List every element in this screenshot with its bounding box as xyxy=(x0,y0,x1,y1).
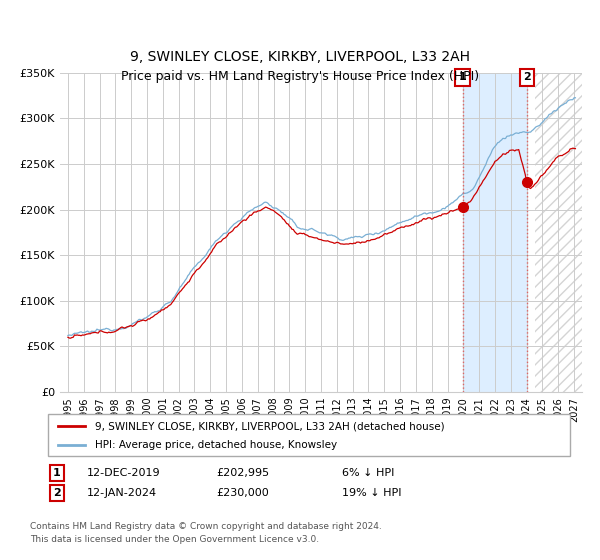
Text: 9, SWINLEY CLOSE, KIRKBY, LIVERPOOL, L33 2AH: 9, SWINLEY CLOSE, KIRKBY, LIVERPOOL, L33… xyxy=(130,50,470,64)
Text: £230,000: £230,000 xyxy=(216,488,269,498)
Text: Contains HM Land Registry data © Crown copyright and database right 2024.: Contains HM Land Registry data © Crown c… xyxy=(30,522,382,531)
Text: 1: 1 xyxy=(458,72,466,82)
Text: 19% ↓ HPI: 19% ↓ HPI xyxy=(342,488,401,498)
Text: 9, SWINLEY CLOSE, KIRKBY, LIVERPOOL, L33 2AH (detached house): 9, SWINLEY CLOSE, KIRKBY, LIVERPOOL, L33… xyxy=(95,421,445,431)
Bar xyxy=(535,73,582,392)
Text: £202,995: £202,995 xyxy=(216,468,269,478)
Text: Price paid vs. HM Land Registry's House Price Index (HPI): Price paid vs. HM Land Registry's House … xyxy=(121,70,479,83)
Text: HPI: Average price, detached house, Knowsley: HPI: Average price, detached house, Know… xyxy=(95,440,337,450)
Text: 2: 2 xyxy=(53,488,61,498)
FancyBboxPatch shape xyxy=(48,414,570,456)
Bar xyxy=(535,73,582,392)
Text: 2: 2 xyxy=(523,72,531,82)
Text: 12-JAN-2024: 12-JAN-2024 xyxy=(87,488,157,498)
Text: 1: 1 xyxy=(53,468,61,478)
Text: 6% ↓ HPI: 6% ↓ HPI xyxy=(342,468,394,478)
Text: 12-DEC-2019: 12-DEC-2019 xyxy=(87,468,161,478)
Bar xyxy=(463,73,527,392)
Text: This data is licensed under the Open Government Licence v3.0.: This data is licensed under the Open Gov… xyxy=(30,534,319,544)
